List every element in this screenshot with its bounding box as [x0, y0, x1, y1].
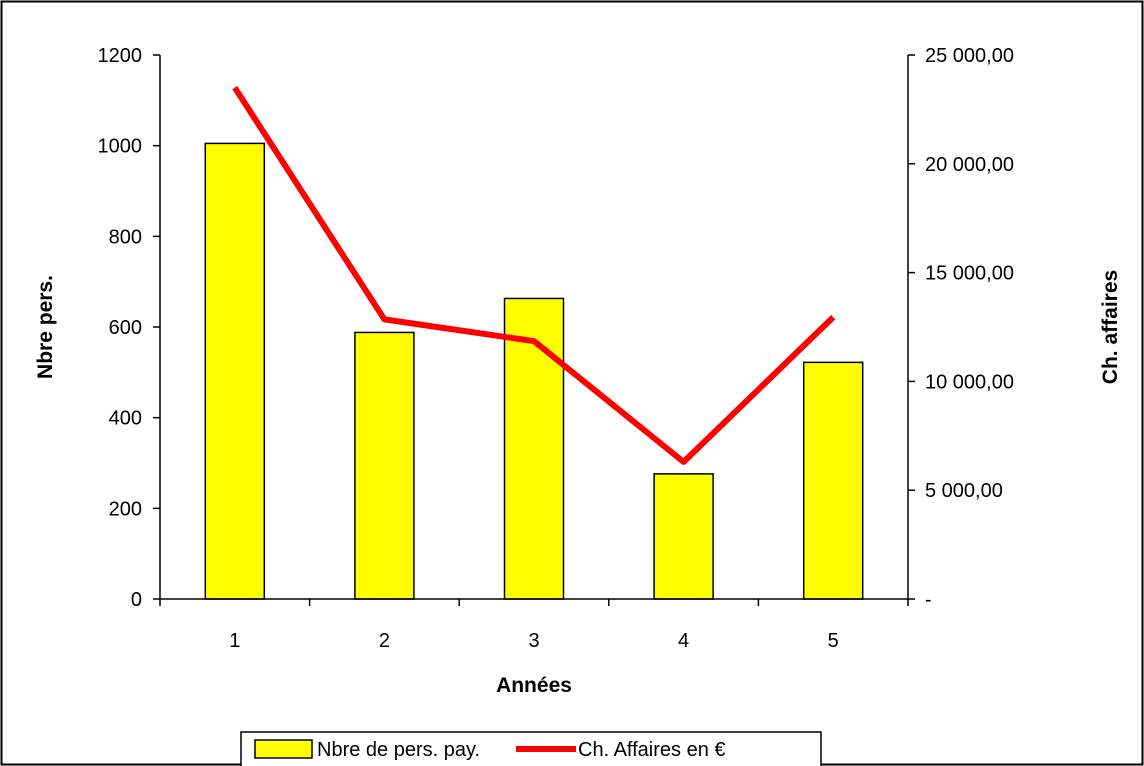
x-axis-title: Années: [496, 674, 572, 697]
right-tick-label: 20 000,00: [925, 154, 1014, 176]
right-tick-label: -: [925, 589, 932, 611]
bar-5: [802, 361, 864, 600]
x-tick-label: 5: [828, 630, 839, 652]
x-tick-label: 4: [678, 630, 689, 652]
right-tick-label: 25 000,00: [925, 45, 1014, 67]
left-tick-label: 0: [131, 589, 142, 611]
x-tick-label: 2: [379, 630, 390, 652]
x-tick-label: 1: [229, 630, 240, 652]
left-y-axis-title: Nbre pers.: [34, 275, 57, 379]
ticks-layer: 0 200 400 600 800 1000 1200 - 5 000,00 10 000,00 1…: [98, 45, 1014, 652]
left-tick-label: 200: [109, 498, 142, 520]
legend-bar-swatch: [254, 739, 313, 759]
left-tick-label: 600: [109, 317, 142, 339]
bar-3: [503, 297, 565, 600]
x-tick-label: 3: [528, 630, 539, 652]
right-y-axis-title: Ch. affaires: [1099, 270, 1122, 384]
right-tick-label: 5 000,00: [925, 480, 1003, 502]
right-tick-label: 15 000,00: [925, 263, 1014, 285]
left-tick-label: 800: [109, 226, 142, 248]
legend-line-label: Ch. Affaires en €: [578, 739, 726, 761]
bar-4: [653, 473, 714, 600]
left-tick-label: 1000: [98, 136, 143, 158]
legend-bar-label: Nbre de pers. pay.: [317, 739, 480, 761]
left-tick-label: 400: [109, 408, 142, 430]
legend: Nbre de pers. pay. Ch. Affaires en €: [240, 731, 822, 766]
bar-1: [204, 142, 266, 600]
right-tick-label: 10 000,00: [925, 371, 1014, 393]
line-layer: [232, 86, 836, 465]
bar-2: [354, 331, 415, 600]
left-tick-label: 1200: [98, 45, 143, 67]
bars-layer: [204, 142, 864, 600]
